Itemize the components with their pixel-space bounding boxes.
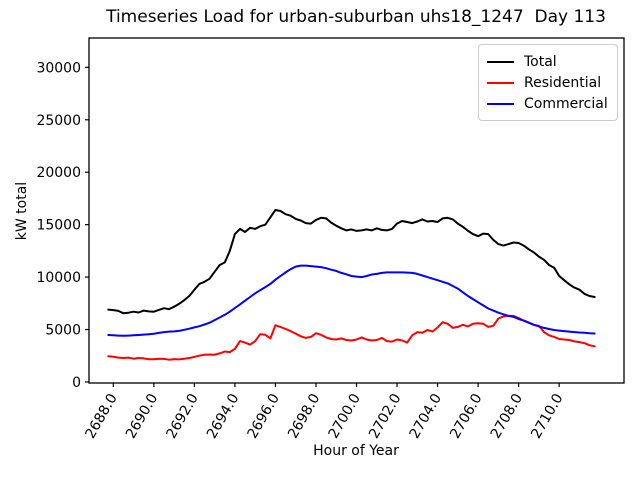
x-tick-label: 2706.0 — [447, 391, 485, 441]
y-tick-label: 30000 — [36, 60, 81, 76]
x-tick-label: 2698.0 — [285, 391, 323, 441]
total-line-swatch — [487, 60, 514, 63]
y-tick-label: 10000 — [36, 270, 81, 286]
legend-label-commercial: Commercial — [524, 95, 608, 112]
x-tick-label: 2694.0 — [204, 391, 242, 441]
x-tick-label: 2690.0 — [123, 391, 161, 441]
y-tick-label: 25000 — [36, 113, 81, 129]
legend-item-total: Total — [487, 51, 609, 72]
y-tick-label: 20000 — [36, 165, 81, 181]
series-line-residential — [107, 314, 596, 361]
axes-frame — [88, 37, 625, 384]
x-tick-label: 2692.0 — [163, 391, 201, 441]
x-tick-label: 2702.0 — [366, 391, 404, 441]
legend-item-commercial: Commercial — [487, 93, 609, 114]
x-tick-label: 2710.0 — [528, 391, 566, 441]
residential-line-swatch — [487, 81, 514, 84]
y-tick-label: 0 — [72, 375, 81, 391]
x-tick-label: 2708.0 — [488, 391, 526, 441]
y-tick-label: 5000 — [45, 323, 81, 339]
legend-label-total: Total — [524, 53, 557, 70]
x-tick-label: 2696.0 — [245, 391, 283, 441]
chart-title: Timeseries Load for urban-suburban uhs18… — [106, 7, 606, 27]
x-tick-label: 2704.0 — [407, 391, 445, 441]
legend-label-residential: Residential — [524, 74, 602, 91]
legend: Total Residential Commercial — [478, 44, 618, 121]
x-tick-label: 2688.0 — [82, 391, 120, 441]
series-line-commercial — [107, 264, 596, 337]
series-line-total — [107, 209, 596, 315]
commercial-line-swatch — [487, 102, 514, 105]
x-axis-label: Hour of Year — [313, 443, 399, 459]
y-axis-label: kW total — [14, 181, 30, 241]
y-tick-label: 15000 — [36, 218, 81, 234]
x-tick-label: 2700.0 — [326, 391, 364, 441]
legend-item-residential: Residential — [487, 72, 609, 93]
